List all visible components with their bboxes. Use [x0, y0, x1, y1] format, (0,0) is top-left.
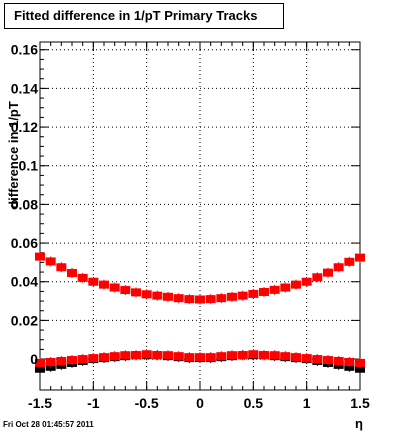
data-point: [269, 351, 280, 360]
data-point: [141, 290, 152, 299]
axis-ticks: [39, 42, 361, 390]
y-tick-label: 0.08: [11, 196, 38, 212]
x-tick-label: 1.5: [350, 395, 370, 411]
data-point: [259, 287, 269, 296]
grid: [39, 42, 361, 390]
data-point: [355, 358, 365, 367]
data-point: [173, 352, 184, 361]
x-tick-label: 0: [196, 395, 204, 411]
data-point: [45, 257, 56, 266]
y-tick-label: 0.04: [11, 274, 38, 290]
data-point: [67, 269, 77, 278]
series-2: [35, 251, 365, 305]
data-point: [184, 353, 195, 362]
data-point: [163, 351, 173, 360]
data-point: [163, 292, 173, 301]
data-point: [109, 352, 120, 361]
data-point: [120, 286, 131, 295]
y-tick-label: 0.02: [11, 312, 38, 328]
x-tick-label: -1: [87, 395, 100, 411]
data-point: [88, 354, 99, 363]
chart-title: Fitted difference in 1/pT Primary Tracks: [4, 3, 284, 29]
data-point: [35, 252, 45, 261]
data-point: [301, 354, 312, 363]
data-point: [323, 268, 333, 277]
data-point: [205, 295, 216, 304]
data-point: [248, 289, 259, 298]
data-point: [269, 285, 280, 294]
data-point: [195, 353, 205, 362]
data-point: [333, 357, 344, 365]
series-1: [35, 349, 365, 368]
y-tick-label: 0: [30, 351, 38, 367]
data-point: [227, 292, 237, 301]
data-point: [173, 294, 184, 303]
data-point: [280, 283, 291, 292]
data-point: [131, 288, 141, 297]
data-point: [35, 358, 45, 367]
data-point: [45, 357, 56, 366]
x-tick-label: 0.5: [244, 395, 264, 411]
data-point: [131, 351, 141, 360]
data-point: [323, 356, 333, 365]
data-point: [237, 291, 248, 300]
data-point: [35, 364, 45, 373]
data-point: [312, 273, 323, 282]
data-point: [280, 352, 291, 361]
data-point: [248, 350, 259, 359]
data-point: [333, 263, 344, 272]
data-point: [99, 353, 109, 362]
data-series: [35, 251, 365, 374]
x-tick-label: 1: [303, 395, 311, 411]
data-point: [184, 295, 195, 304]
data-point: [259, 351, 269, 360]
data-point: [216, 352, 227, 361]
data-point: [99, 280, 109, 289]
x-tick-label: -1.5: [28, 395, 52, 411]
y-tick-label: 0.06: [11, 235, 38, 251]
data-point: [344, 357, 355, 366]
data-point: [195, 295, 205, 304]
data-point: [301, 277, 312, 286]
y-axis-label: difference in 1/pT: [6, 101, 21, 209]
data-point: [205, 353, 216, 362]
tick-labels: -1.5 -1 -0.5 0 0.5 1 1.5 0 0.02 0.04 0.06 0.08 0.1 0.…: [11, 42, 370, 411]
data-point: [152, 291, 163, 300]
data-point: [344, 257, 355, 266]
data-point: [227, 351, 237, 360]
x-axis-label: η: [355, 416, 363, 431]
data-point: [88, 277, 99, 286]
data-point: [216, 294, 227, 303]
x-tick-label: -0.5: [135, 395, 159, 411]
data-point: [109, 283, 120, 292]
data-point: [67, 356, 77, 365]
data-point: [312, 355, 323, 364]
timestamp-footer: Fri Oct 28 01:45:57 2011: [3, 420, 94, 429]
data-point: [355, 364, 365, 373]
y-tick-label: 0.14: [11, 80, 38, 96]
data-point: [291, 353, 301, 362]
data-point: [77, 273, 88, 282]
y-tick-label: 0.12: [11, 119, 38, 135]
data-point: [120, 351, 131, 360]
data-point: [56, 357, 67, 365]
data-point: [141, 350, 152, 359]
y-tick-label: 0.1: [19, 158, 39, 174]
data-point: [152, 351, 163, 360]
data-point: [237, 351, 248, 360]
data-point: [56, 263, 67, 272]
data-point: [355, 253, 365, 262]
y-tick-label: 0.16: [11, 42, 38, 58]
data-point: [291, 280, 301, 289]
data-point: [77, 355, 88, 364]
